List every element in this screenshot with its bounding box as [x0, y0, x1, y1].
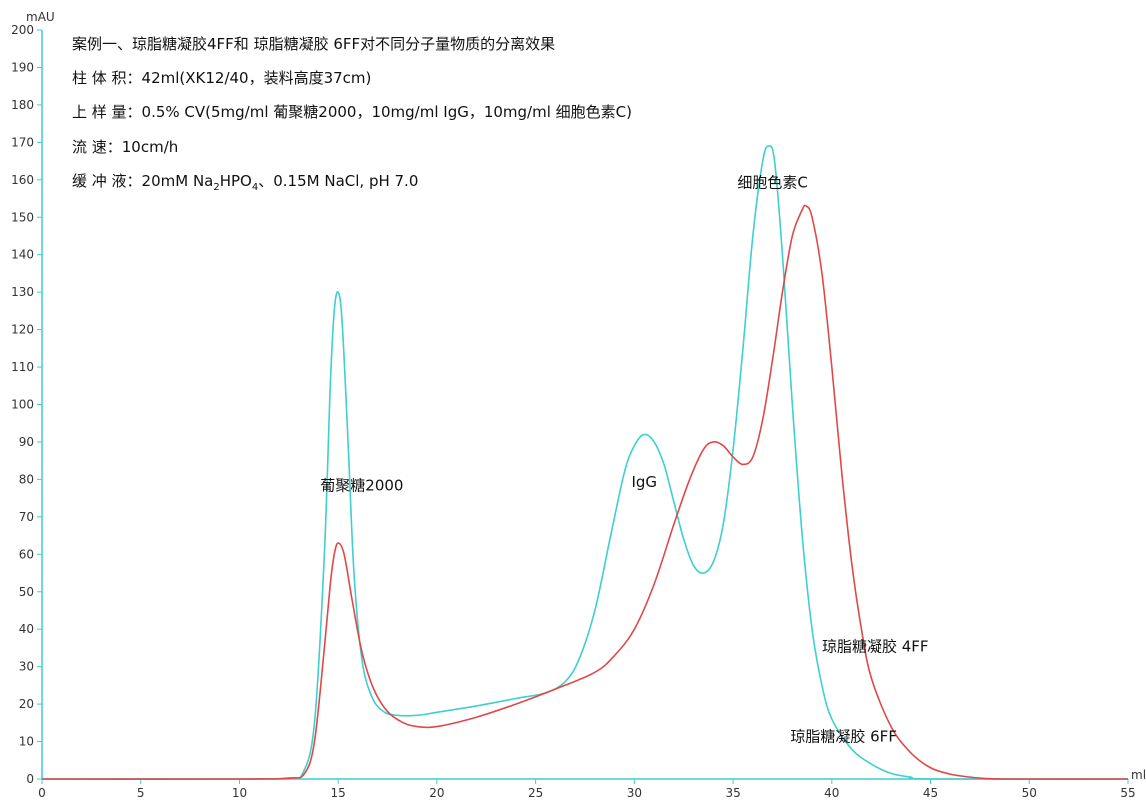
info-line-buffer: 缓 冲 液：20mM Na2HPO4、0.15M NaCl, pH 7.0 [72, 172, 418, 193]
y-tick-label: 160 [11, 173, 34, 187]
x-tick-label: 15 [331, 786, 346, 799]
y-tick-label: 70 [19, 510, 34, 524]
info-line-sample-load: 上 样 量：0.5% CV(5mg/ml 葡聚糖2000，10mg/ml IgG… [72, 103, 632, 121]
x-tick-label: 40 [824, 786, 839, 799]
y-tick-label: 190 [11, 60, 34, 74]
x-axis-unit-label: ml [1131, 768, 1146, 782]
x-tick-label: 50 [1022, 786, 1037, 799]
y-tick-label: 130 [11, 285, 34, 299]
x-ticks: 0 5 10 15 20 25 30 35 40 45 50 55 [38, 779, 1136, 800]
annotation-cytochrome-c: 细胞色素C [737, 173, 807, 191]
y-tick-label: 180 [11, 98, 34, 112]
y-tick-label: 10 [19, 735, 34, 749]
series-layer [41, 145, 1129, 780]
y-tick-label: 140 [11, 248, 34, 262]
y-axis-unit-label: mAU [26, 10, 55, 24]
x-tick-label: 10 [232, 786, 247, 799]
x-tick-label: 5 [137, 786, 145, 799]
buffer-suffix: 、0.15M NaCl, pH 7.0 [258, 172, 418, 190]
axes: mAU ml [26, 10, 1146, 782]
x-tick-label: 25 [528, 786, 543, 799]
x-tick-label: 35 [725, 786, 740, 799]
annotation-igg: IgG [631, 473, 657, 491]
x-tick-label: 0 [38, 786, 46, 799]
y-tick-label: 90 [19, 435, 34, 449]
info-line-title: 案例一、琼脂糖凝胶4FF和 琼脂糖凝胶 6FF对不同分子量物质的分离效果 [72, 35, 555, 53]
annotations: 葡聚糖2000 IgG 细胞色素C 琼脂糖凝胶 4FF 琼脂糖凝胶 6FF [320, 173, 928, 745]
x-tick-label: 30 [627, 786, 642, 799]
y-tick-label: 50 [19, 585, 34, 599]
y-ticks: 0 10 20 30 40 50 60 70 80 90 100 110 120 130 140 150 160… [11, 23, 42, 786]
y-tick-label: 120 [11, 323, 34, 337]
x-tick-label: 20 [429, 786, 444, 799]
buffer-mid: HPO [220, 172, 252, 190]
buffer-subscript-1: 2 [213, 182, 219, 193]
annotation-4ff-label: 琼脂糖凝胶 4FF [822, 638, 929, 656]
y-tick-label: 200 [11, 23, 34, 37]
series-line-6ff [41, 145, 1129, 780]
series-line-4ff [41, 204, 1129, 780]
info-block: 案例一、琼脂糖凝胶4FF和 琼脂糖凝胶 6FF对不同分子量物质的分离效果 柱 体… [72, 35, 632, 193]
y-tick-label: 40 [19, 622, 34, 636]
y-tick-label: 20 [19, 697, 34, 711]
y-tick-label: 30 [19, 660, 34, 674]
y-tick-label: 110 [11, 360, 34, 374]
y-tick-label: 170 [11, 135, 34, 149]
y-tick-label: 80 [19, 472, 34, 486]
buffer-prefix: 缓 冲 液：20mM Na [72, 172, 213, 190]
x-tick-label: 45 [923, 786, 938, 799]
y-tick-label: 100 [11, 398, 34, 412]
y-tick-label: 150 [11, 210, 34, 224]
y-tick-label: 0 [26, 772, 34, 786]
y-tick-label: 60 [19, 547, 34, 561]
annotation-dextran-2000: 葡聚糖2000 [320, 477, 403, 495]
x-tick-label: 55 [1120, 786, 1135, 799]
annotation-6ff-label: 琼脂糖凝胶 6FF [790, 728, 897, 746]
buffer-subscript-2: 4 [252, 182, 258, 193]
info-line-flow-rate: 流 速：10cm/h [72, 138, 178, 156]
info-line-column-volume: 柱 体 积：42ml(XK12/40，装料高度37cm) [72, 69, 371, 87]
